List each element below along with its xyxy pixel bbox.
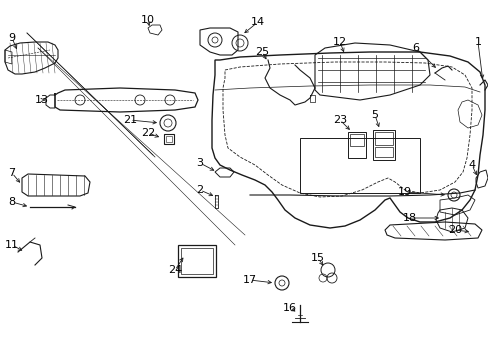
Text: 16: 16 <box>283 303 296 313</box>
Bar <box>165 136 172 142</box>
Text: 13: 13 <box>35 95 49 105</box>
Bar <box>374 147 392 157</box>
Bar <box>374 132 392 145</box>
Text: 15: 15 <box>310 253 325 263</box>
Bar <box>299 138 419 193</box>
Bar <box>178 245 216 277</box>
Text: 25: 25 <box>254 47 268 57</box>
Text: 1: 1 <box>473 37 481 47</box>
Text: 2: 2 <box>196 185 203 195</box>
Text: 22: 22 <box>141 128 155 138</box>
Text: 10: 10 <box>141 15 155 25</box>
Text: 23: 23 <box>332 115 346 125</box>
Text: 21: 21 <box>122 115 137 125</box>
Text: 6: 6 <box>412 43 419 53</box>
Text: 4: 4 <box>468 160 475 170</box>
Bar <box>372 130 394 160</box>
Bar <box>349 134 363 146</box>
Text: 20: 20 <box>447 225 461 235</box>
Text: 11: 11 <box>5 240 19 250</box>
Text: 14: 14 <box>250 17 264 27</box>
Text: 7: 7 <box>8 168 16 178</box>
Text: 12: 12 <box>332 37 346 47</box>
Bar <box>163 134 174 144</box>
Text: 8: 8 <box>8 197 16 207</box>
Text: 5: 5 <box>371 110 378 120</box>
Text: 9: 9 <box>8 33 16 43</box>
Text: 17: 17 <box>243 275 257 285</box>
Bar <box>347 132 365 158</box>
Bar <box>181 248 213 274</box>
Text: 18: 18 <box>402 213 416 223</box>
Text: 24: 24 <box>167 265 182 275</box>
Text: 19: 19 <box>397 187 411 197</box>
Text: 3: 3 <box>196 158 203 168</box>
